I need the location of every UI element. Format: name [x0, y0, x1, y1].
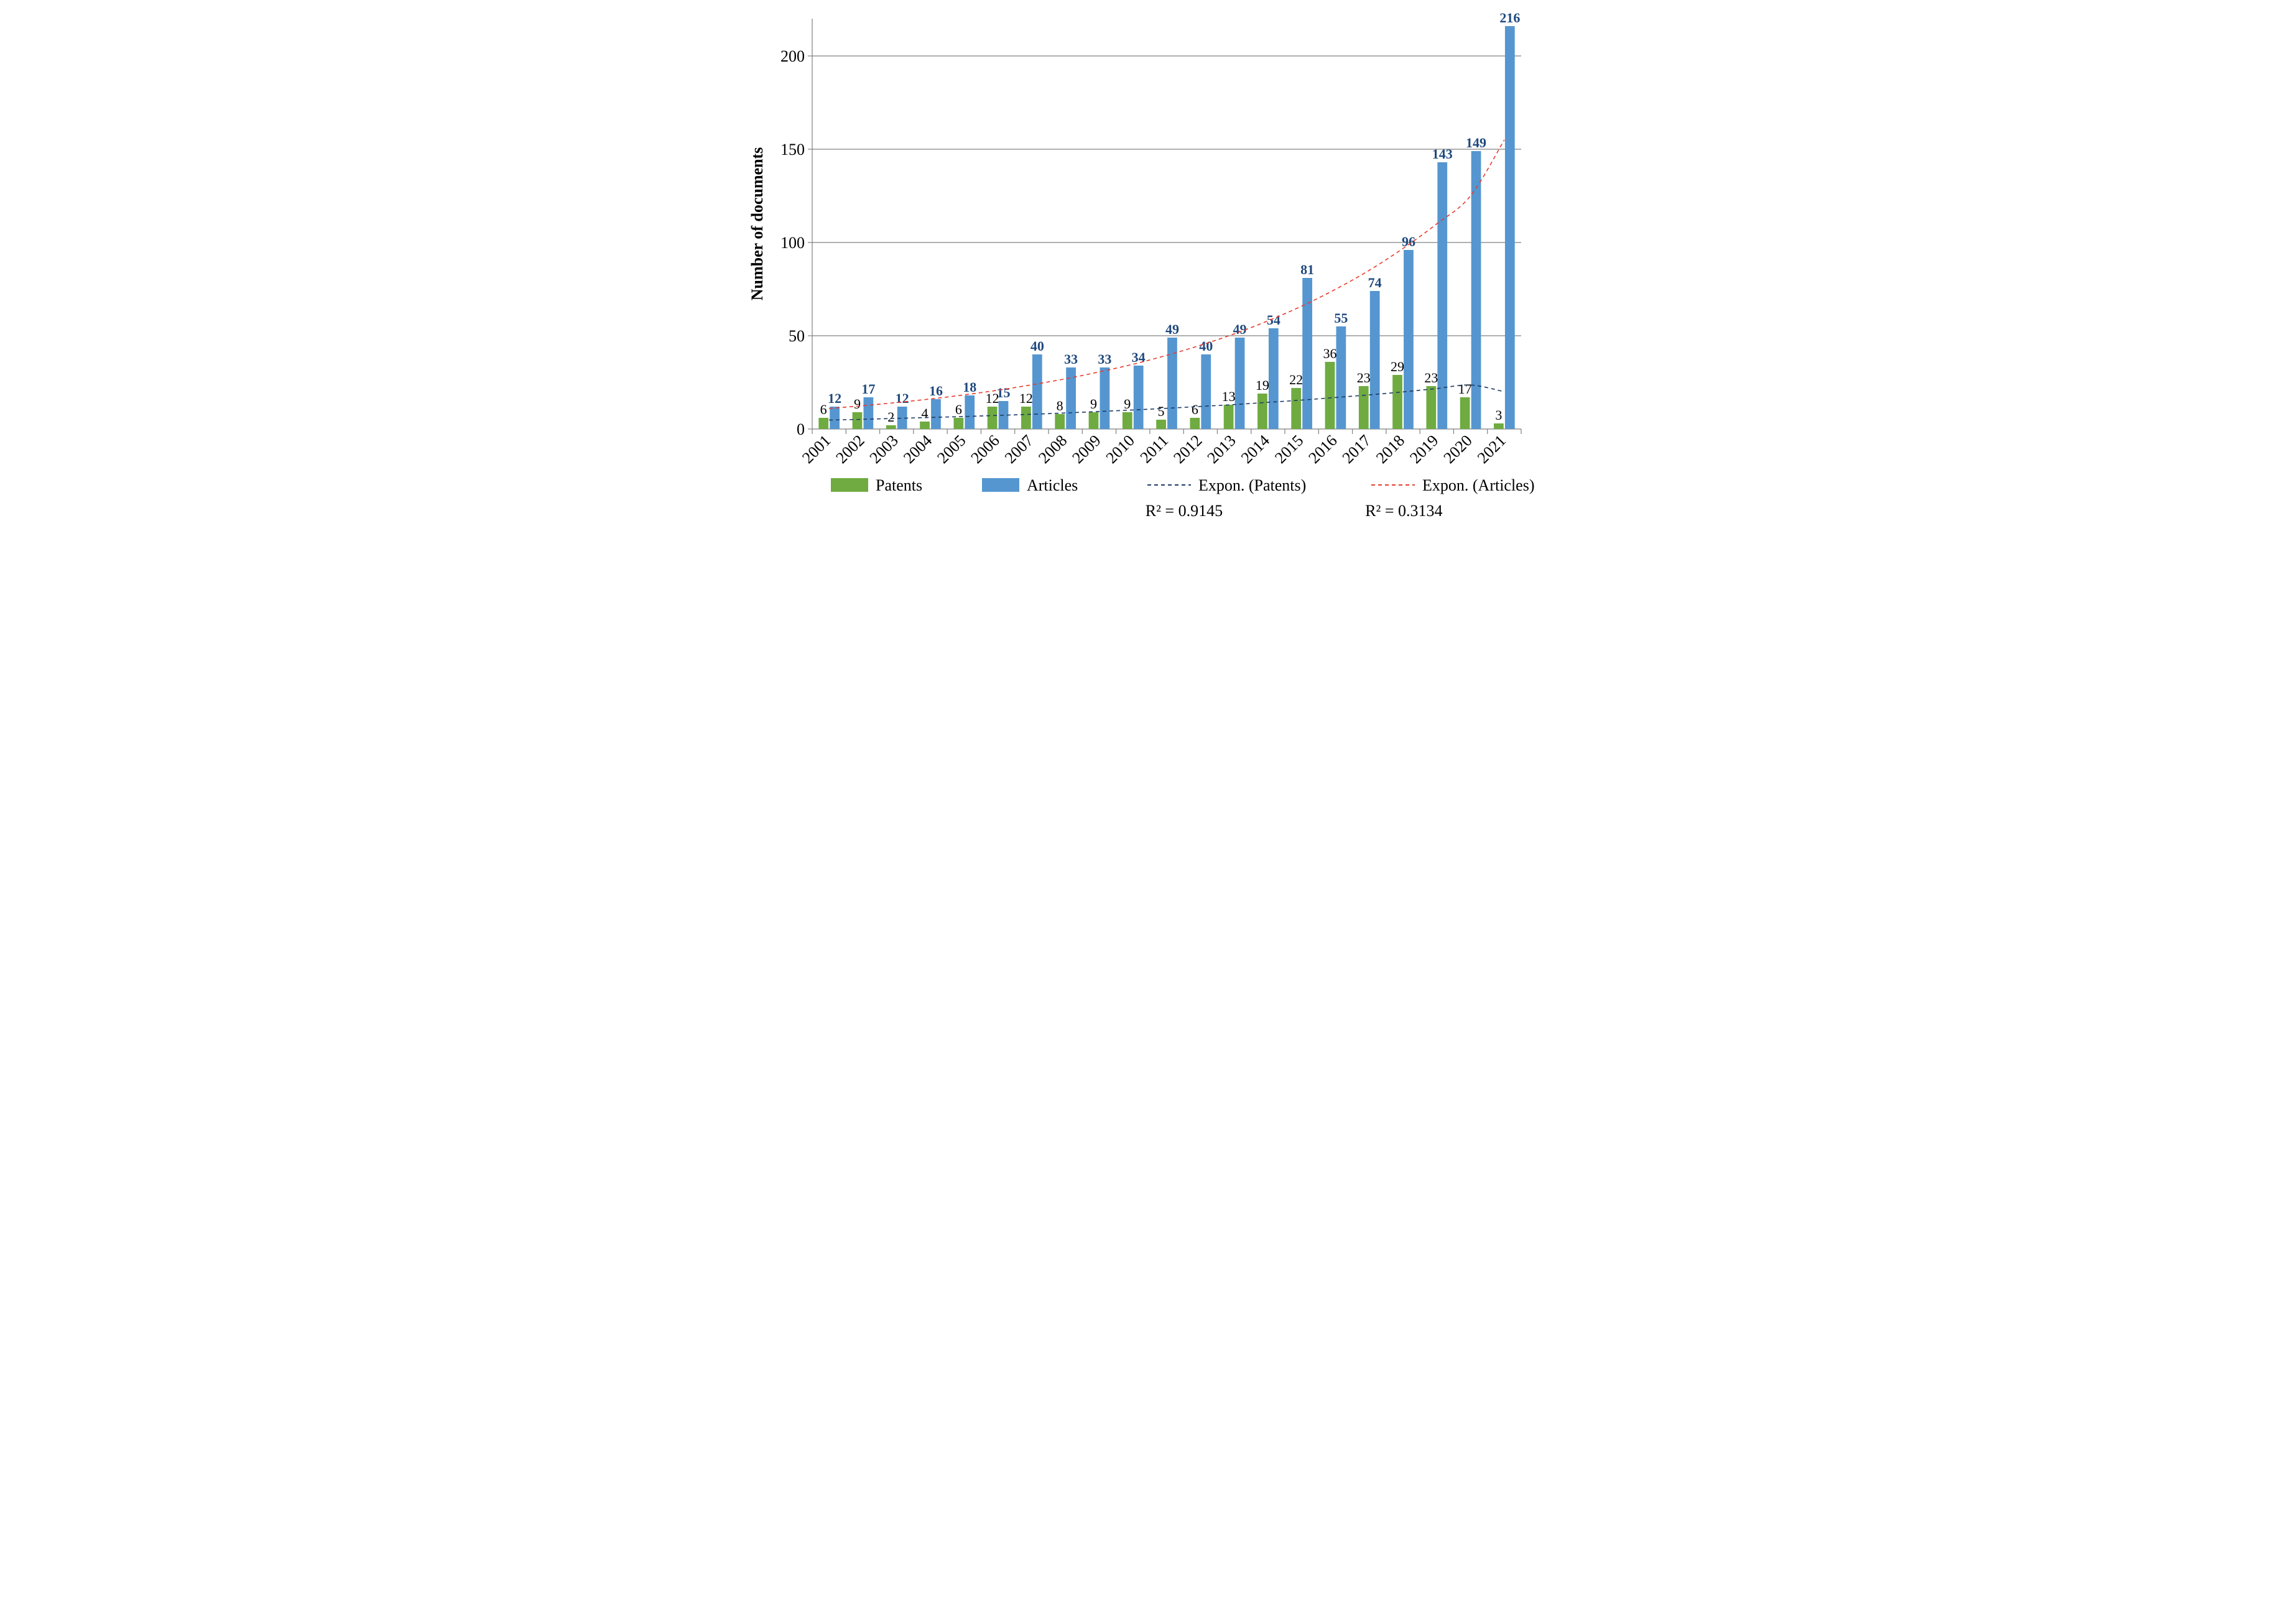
r2-articles: R² = 0.3134	[1365, 502, 1442, 520]
value-label-articles: 16	[928, 383, 942, 399]
y-tick-label: 50	[789, 327, 805, 345]
bar-articles	[830, 407, 840, 429]
documents-by-year-chart: 050100150200Number of documents612917212…	[744, 6, 1540, 572]
bar-patents	[1055, 414, 1065, 429]
value-label-patents: 22	[1289, 372, 1303, 387]
bar-articles	[965, 395, 975, 429]
value-label-patents: 23	[1356, 370, 1370, 385]
bar-patents	[1426, 386, 1436, 429]
bar-patents	[1358, 386, 1368, 429]
value-label-articles: 40	[1030, 338, 1044, 354]
bar-patents	[1257, 394, 1267, 429]
value-label-articles: 34	[1131, 349, 1145, 365]
y-tick-label: 150	[780, 141, 805, 159]
bar-articles	[1302, 278, 1312, 429]
value-label-articles: 74	[1368, 275, 1381, 290]
value-label-patents: 6	[1191, 402, 1198, 417]
value-label-patents: 5	[1157, 404, 1164, 419]
value-label-articles: 12	[895, 390, 909, 406]
value-label-articles: 96	[1401, 234, 1415, 249]
bar-patents	[1156, 420, 1166, 429]
value-label-articles: 49	[1233, 321, 1246, 337]
bar-articles	[1437, 162, 1447, 429]
value-label-patents: 36	[1323, 346, 1336, 361]
value-label-articles: 33	[1064, 351, 1078, 367]
value-label-patents: 29	[1391, 359, 1404, 374]
bar-patents	[920, 422, 930, 429]
legend-label: Expon. (Articles)	[1422, 476, 1535, 494]
value-label-articles: 33	[1098, 351, 1111, 367]
y-axis-label: Number of documents	[748, 147, 766, 301]
value-label-patents: 4	[921, 405, 928, 421]
value-label-patents: 9	[1124, 396, 1131, 412]
value-label-articles: 40	[1199, 338, 1213, 354]
value-label-articles: 216	[1499, 10, 1520, 25]
chart-container: 050100150200Number of documents612917212…	[744, 6, 1540, 572]
bar-articles	[1201, 354, 1211, 429]
value-label-articles: 17	[861, 381, 875, 397]
bar-patents	[818, 418, 828, 429]
bar-patents	[1190, 418, 1200, 429]
bar-articles	[1167, 338, 1177, 429]
bar-patents	[852, 412, 862, 429]
value-label-patents: 19	[1255, 377, 1269, 393]
bar-articles	[1336, 326, 1346, 429]
value-label-articles: 15	[996, 385, 1010, 400]
bar-articles	[1100, 367, 1109, 429]
bar-patents	[953, 418, 963, 429]
r2-patents: R² = 0.9145	[1145, 502, 1222, 520]
bar-patents	[1460, 397, 1470, 429]
bar-articles	[1133, 366, 1143, 429]
value-label-articles: 55	[1334, 310, 1348, 326]
value-label-patents: 8	[1056, 398, 1063, 413]
value-label-patents: 17	[1458, 381, 1471, 397]
value-label-patents: 2	[887, 409, 894, 425]
value-label-patents: 6	[820, 402, 827, 417]
value-label-patents: 12	[1019, 390, 1032, 406]
bar-articles	[1032, 354, 1042, 429]
bar-patents	[1021, 407, 1031, 429]
legend-label: Expon. (Patents)	[1198, 476, 1306, 494]
bar-articles	[1369, 291, 1379, 429]
bar-patents	[886, 425, 896, 429]
bar-articles	[1404, 250, 1414, 429]
bar-articles	[931, 399, 941, 429]
bar-patents	[1223, 405, 1233, 429]
value-label-patents: 9	[853, 396, 860, 412]
value-label-articles: 81	[1300, 262, 1314, 277]
bar-patents	[1088, 412, 1098, 429]
y-tick-label: 100	[780, 234, 805, 252]
bar-patents	[987, 407, 997, 429]
legend-swatch	[982, 478, 1019, 492]
bar-patents	[1392, 375, 1402, 429]
value-label-patents: 6	[955, 402, 961, 417]
value-label-articles: 54	[1266, 312, 1280, 328]
bar-articles	[1504, 26, 1514, 429]
y-tick-label: 0	[797, 420, 805, 438]
bar-patents	[1291, 388, 1301, 429]
bar-patents	[1122, 412, 1132, 429]
value-label-articles: 18	[963, 379, 976, 395]
value-label-articles: 49	[1165, 321, 1179, 337]
legend-label: Patents	[876, 476, 922, 494]
value-label-articles: 12	[828, 390, 841, 406]
bar-patents	[1325, 362, 1335, 429]
value-label-patents: 9	[1090, 396, 1096, 412]
bar-articles	[863, 397, 873, 429]
value-label-patents: 23	[1424, 370, 1438, 385]
value-label-articles: 143	[1432, 146, 1452, 162]
y-tick-label: 200	[780, 47, 805, 65]
legend-swatch	[831, 478, 868, 492]
value-label-patents: 3	[1495, 407, 1502, 423]
bar-articles	[1268, 328, 1278, 429]
value-label-articles: 149	[1466, 135, 1486, 150]
bar-patents	[1494, 423, 1504, 429]
bar-articles	[1234, 338, 1244, 429]
legend-label: Articles	[1027, 476, 1078, 494]
value-label-patents: 13	[1221, 389, 1235, 404]
